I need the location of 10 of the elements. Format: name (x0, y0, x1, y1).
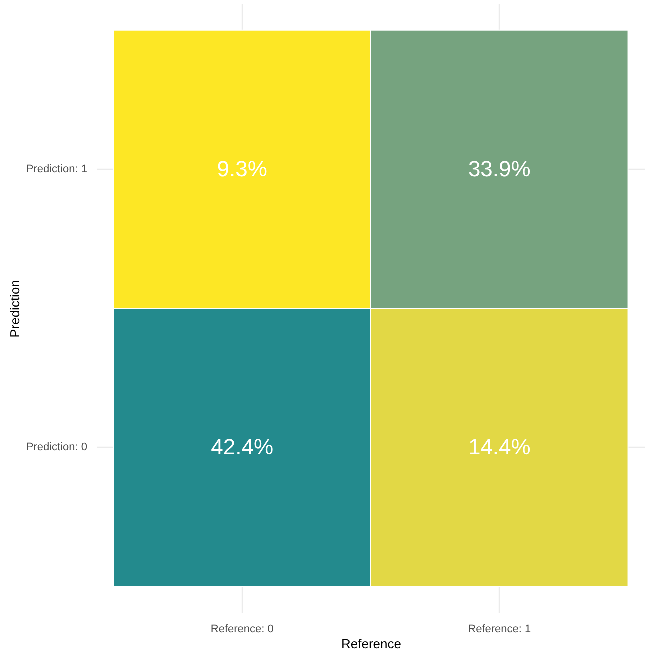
x-tick-label: Reference: 0 (210, 624, 274, 636)
data-label: 9.3% (217, 156, 268, 182)
data-label: 42.4% (211, 434, 274, 460)
data-label: 33.9% (468, 156, 531, 182)
y-tick-label: Prediction: 1 (26, 163, 88, 176)
y-axis-title: Prediction (7, 280, 22, 338)
x-axis-title: Reference (342, 636, 402, 652)
y-tick-label: Prediction: 0 (26, 442, 88, 454)
x-tick-label: Reference: 1 (468, 624, 532, 636)
data-label: 14.4% (468, 434, 531, 460)
